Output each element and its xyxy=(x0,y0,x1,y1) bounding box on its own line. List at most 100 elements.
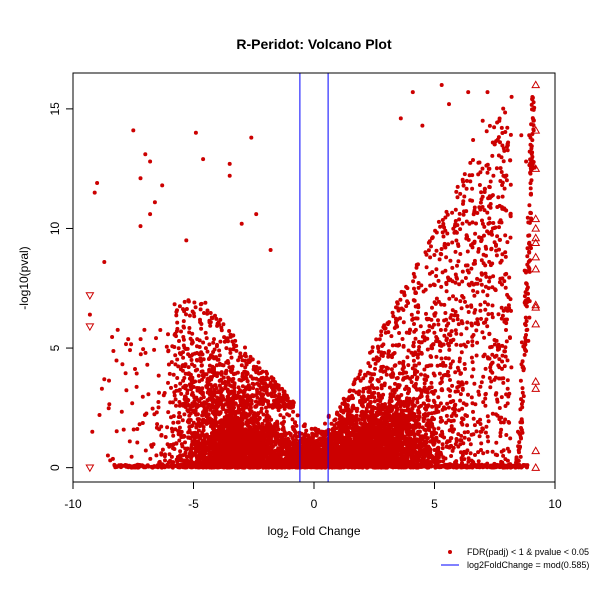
data-point xyxy=(169,385,173,390)
data-point xyxy=(160,462,165,467)
data-point xyxy=(439,463,444,468)
data-point xyxy=(261,412,266,417)
data-point xyxy=(450,448,455,453)
data-point xyxy=(290,417,295,422)
data-point xyxy=(189,445,194,450)
data-point xyxy=(178,449,183,454)
data-point xyxy=(488,463,493,468)
data-point xyxy=(449,454,454,458)
data-point xyxy=(176,429,181,433)
data-point xyxy=(195,412,200,417)
data-point xyxy=(430,404,435,409)
data-point xyxy=(159,433,164,438)
data-point xyxy=(193,446,198,451)
data-point xyxy=(436,426,441,431)
data-point xyxy=(223,379,228,384)
data-point xyxy=(132,465,137,470)
data-point xyxy=(155,422,160,427)
data-point xyxy=(323,421,327,426)
data-point xyxy=(419,372,423,377)
data-point xyxy=(497,406,502,410)
data-point xyxy=(185,446,190,451)
data-point xyxy=(524,465,529,470)
data-point xyxy=(242,412,247,417)
chart-title: R-Peridot: Volcano Plot xyxy=(236,36,392,52)
data-point xyxy=(177,438,182,443)
data-point xyxy=(177,425,182,430)
data-point xyxy=(436,445,441,450)
data-point xyxy=(295,413,300,418)
data-point xyxy=(285,412,290,417)
data-points xyxy=(87,83,537,470)
data-point xyxy=(290,425,295,430)
data-point xyxy=(442,463,447,467)
data-point xyxy=(252,425,257,430)
data-point xyxy=(180,418,185,423)
data-point xyxy=(302,436,307,441)
data-point xyxy=(171,433,176,438)
data-point xyxy=(152,412,157,417)
data-point xyxy=(163,435,168,439)
data-point xyxy=(462,463,467,468)
data-point xyxy=(279,421,284,426)
data-point xyxy=(510,464,515,469)
data-point xyxy=(169,426,174,431)
data-point xyxy=(165,463,170,468)
data-point xyxy=(436,395,441,400)
data-point xyxy=(436,439,441,444)
data-point xyxy=(172,447,177,451)
data-point xyxy=(194,425,199,430)
data-point xyxy=(122,463,127,468)
data-point xyxy=(187,413,192,418)
data-point xyxy=(136,465,140,470)
data-point xyxy=(458,392,463,397)
data-point xyxy=(309,426,314,431)
data-point xyxy=(197,424,202,428)
data-point xyxy=(478,384,483,389)
data-point xyxy=(182,376,187,380)
data-point xyxy=(187,425,192,429)
data-point xyxy=(464,380,469,385)
data-point xyxy=(159,452,164,457)
data-point xyxy=(490,449,495,454)
data-point xyxy=(401,359,406,364)
data-point xyxy=(150,465,155,470)
data-point xyxy=(248,426,253,431)
data-point xyxy=(166,410,171,415)
data-point xyxy=(157,390,161,395)
data-point xyxy=(264,409,269,414)
data-point xyxy=(409,380,414,385)
data-point xyxy=(291,409,296,414)
data-point xyxy=(159,424,164,429)
data-point xyxy=(196,373,201,378)
data-point xyxy=(281,415,286,420)
data-point xyxy=(167,452,172,457)
data-point xyxy=(275,420,280,425)
data-point xyxy=(185,408,190,413)
data-point xyxy=(201,428,206,433)
data-point xyxy=(163,452,167,457)
data-point xyxy=(171,414,176,419)
data-point xyxy=(170,465,175,470)
data-point xyxy=(145,463,150,468)
data-point xyxy=(133,367,137,371)
data-point xyxy=(154,425,159,430)
data-point xyxy=(304,428,309,433)
data-point xyxy=(240,421,245,426)
data-point xyxy=(361,404,365,409)
data-point xyxy=(278,413,283,418)
data-point xyxy=(201,340,206,345)
data-point xyxy=(504,463,509,468)
data-point xyxy=(118,463,123,468)
data-point xyxy=(129,465,134,470)
data-point xyxy=(418,388,423,392)
data-point xyxy=(389,367,394,372)
data-point xyxy=(273,435,278,440)
data-point xyxy=(157,463,162,468)
data-point xyxy=(171,372,176,377)
data-point xyxy=(437,371,442,376)
data-point xyxy=(248,410,253,415)
data-point xyxy=(186,430,191,435)
data-point xyxy=(199,357,203,362)
data-point xyxy=(113,465,118,470)
